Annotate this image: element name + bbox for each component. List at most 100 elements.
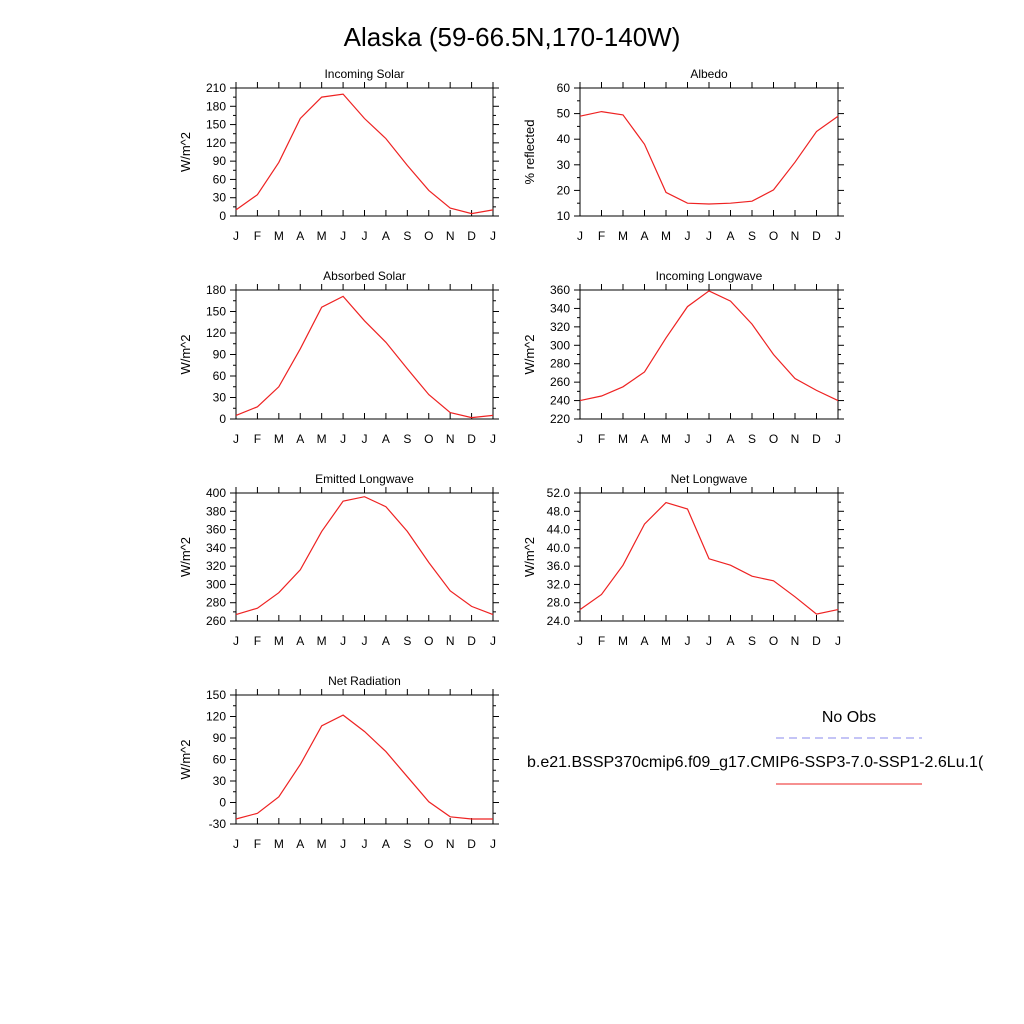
emitted-longwave-ytick-label: 300 — [206, 577, 226, 591]
incoming-longwave-ytick-label: 280 — [550, 357, 570, 371]
incoming-longwave-xtick-label: J — [685, 432, 691, 446]
albedo-xtick-label: S — [748, 229, 756, 243]
net-longwave-ytick-label: 32.0 — [547, 577, 571, 591]
absorbed-solar-xtick-label: M — [274, 432, 284, 446]
incoming-solar-ytick-label: 180 — [206, 99, 226, 113]
albedo-ytick-label: 40 — [557, 132, 571, 146]
net-radiation-xtick-label: D — [467, 837, 476, 851]
incoming-longwave-ytick-label: 300 — [550, 338, 570, 352]
absorbed-solar-xtick-label: O — [424, 432, 433, 446]
incoming-longwave-xtick-label: M — [618, 432, 628, 446]
net-longwave-ytick-label: 36.0 — [547, 559, 571, 573]
incoming-longwave-xtick-label: A — [640, 432, 648, 446]
absorbed-solar-ytick-label: 90 — [213, 348, 227, 362]
emitted-longwave-xtick-label: A — [382, 634, 390, 648]
net-longwave-ytick-label: 52.0 — [547, 486, 571, 500]
albedo-xtick-label: D — [812, 229, 821, 243]
absorbed-solar-xtick-label: M — [317, 432, 327, 446]
net-longwave-xtick-label: J — [577, 634, 583, 648]
incoming-solar-xtick-label: M — [274, 229, 284, 243]
incoming-solar-xtick-label: J — [340, 229, 346, 243]
incoming-longwave-ytick-label: 240 — [550, 394, 570, 408]
net-radiation-title: Net Radiation — [328, 674, 401, 688]
incoming-solar-ytick-label: 120 — [206, 136, 226, 150]
net-longwave-series-line — [579, 501, 839, 615]
albedo-xtick-label: J — [685, 229, 691, 243]
absorbed-solar-ytick-label: 60 — [213, 369, 227, 383]
emitted-longwave-ytick-label: 320 — [206, 559, 226, 573]
albedo-xtick-label: O — [769, 229, 778, 243]
net-radiation-xtick-label: O — [424, 837, 433, 851]
incoming-solar-xtick-label: M — [317, 229, 327, 243]
net-radiation-xtick-label: A — [296, 837, 304, 851]
net-longwave-ytick-label: 48.0 — [547, 504, 571, 518]
incoming-longwave-ytick-label: 360 — [550, 283, 570, 297]
net-longwave-xtick-label: N — [791, 634, 800, 648]
incoming-longwave-xtick-label: A — [726, 432, 734, 446]
net-radiation-series-line — [235, 714, 493, 820]
emitted-longwave-ytick-label: 360 — [206, 523, 226, 537]
net-longwave-ytick-label: 24.0 — [547, 614, 571, 628]
net-longwave-xtick-label: J — [685, 634, 691, 648]
incoming-solar-series-line — [235, 93, 494, 215]
emitted-longwave-xtick-label: O — [424, 634, 433, 648]
emitted-longwave-xtick-label: F — [254, 634, 261, 648]
net-radiation-ytick-label: 30 — [213, 774, 227, 788]
net-longwave-ytick-label: 40.0 — [547, 541, 571, 555]
incoming-solar-xtick-label: A — [382, 229, 390, 243]
net-longwave-xtick-label: J — [706, 634, 712, 648]
net-radiation-xtick-label: J — [233, 837, 239, 851]
incoming-longwave-xtick-label: M — [661, 432, 671, 446]
incoming-solar-ylabel: W/m^2 — [178, 132, 193, 172]
net-radiation-ytick-label: 90 — [213, 731, 227, 745]
incoming-longwave-ylabel: W/m^2 — [522, 334, 537, 374]
incoming-longwave-xtick-label: J — [706, 432, 712, 446]
legend-obs-label: No Obs — [822, 709, 876, 726]
net-radiation-xtick-label: J — [340, 837, 346, 851]
incoming-longwave-xtick-label: O — [769, 432, 778, 446]
emitted-longwave-ytick-label: 260 — [206, 614, 226, 628]
absorbed-solar-ytick-label: 30 — [213, 391, 227, 405]
emitted-longwave-ytick-label: 400 — [206, 486, 226, 500]
incoming-longwave-ytick-label: 340 — [550, 301, 570, 315]
net-radiation-ytick-label: 60 — [213, 753, 227, 767]
albedo-ytick-label: 20 — [557, 183, 571, 197]
incoming-longwave-xtick-label: S — [748, 432, 756, 446]
incoming-longwave-series-line — [579, 290, 839, 402]
net-radiation-ytick-label: -30 — [209, 817, 227, 831]
absorbed-solar-ytick-label: 180 — [206, 283, 226, 297]
legend-model-label: b.e21.BSSP370cmip6.f09_g17.CMIP6-SSP3-7.… — [527, 754, 984, 771]
net-longwave-xtick-label: S — [748, 634, 756, 648]
incoming-solar-xtick-label: J — [490, 229, 496, 243]
incoming-longwave-ytick-label: 220 — [550, 412, 570, 426]
absorbed-solar-xtick-label: A — [382, 432, 390, 446]
emitted-longwave-xtick-label: S — [403, 634, 411, 648]
net-longwave-title: Net Longwave — [671, 472, 748, 486]
legend: No Obs b.e21.BSSP370cmip6.f09_g17.CMIP6-… — [527, 709, 984, 785]
net-radiation-xtick-label: J — [362, 837, 368, 851]
incoming-longwave-ytick-label: 320 — [550, 320, 570, 334]
albedo-ytick-label: 50 — [557, 107, 571, 121]
net-longwave-xtick-label: O — [769, 634, 778, 648]
incoming-solar-ytick-label: 30 — [213, 191, 227, 205]
incoming-solar-xtick-label: J — [233, 229, 239, 243]
emitted-longwave-xtick-label: N — [446, 634, 455, 648]
emitted-longwave-ytick-label: 380 — [206, 504, 226, 518]
albedo-title: Albedo — [690, 67, 728, 81]
net-longwave-xtick-label: M — [661, 634, 671, 648]
net-longwave-xtick-label: J — [835, 634, 841, 648]
net-radiation-ytick-label: 120 — [206, 710, 226, 724]
absorbed-solar-ytick-label: 0 — [219, 412, 226, 426]
emitted-longwave-series-line — [235, 496, 494, 616]
incoming-longwave-xtick-label: J — [835, 432, 841, 446]
net-longwave-ytick-label: 28.0 — [547, 596, 571, 610]
albedo-xtick-label: M — [661, 229, 671, 243]
incoming-solar-xtick-label: F — [254, 229, 261, 243]
